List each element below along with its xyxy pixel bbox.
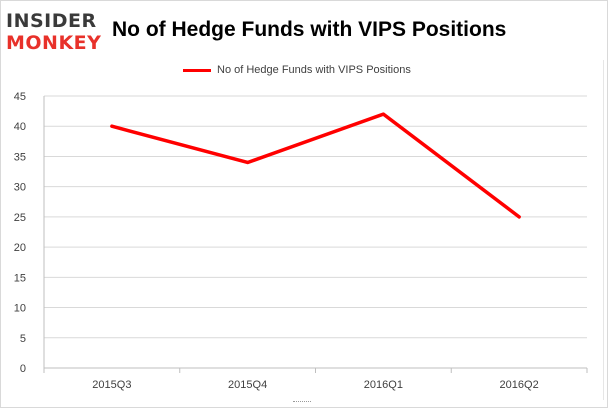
insider-monkey-logo: INSIDER MONKEY: [6, 10, 110, 58]
data-point: [246, 160, 250, 164]
x-tick-label: 2015Q3: [92, 379, 131, 391]
axes: [43, 96, 588, 373]
y-tick-label: 10: [14, 303, 26, 315]
gridlines: [44, 95, 587, 339]
y-tick-label: 25: [14, 212, 26, 224]
chart-legend: No of Hedge Funds with VIPS Positions: [183, 62, 411, 78]
data-point: [110, 124, 114, 128]
x-tick-labels: 2015Q3 2015Q4 2016Q1 2016Q2: [92, 379, 538, 391]
y-tick-label: 0: [20, 363, 26, 375]
y-tick-label: 40: [14, 121, 26, 133]
y-tick-label: 30: [14, 182, 26, 194]
chart-title: No of Hedge Funds with VIPS Positions: [112, 18, 507, 41]
series-layer: [110, 112, 521, 219]
chart-edge: [603, 60, 608, 400]
x-tick-label: 2015Q4: [228, 379, 267, 391]
y-tick-label: 20: [14, 242, 26, 254]
resize-handle[interactable]: [293, 401, 311, 406]
x-tick-label: 2016Q2: [500, 379, 539, 391]
logo-bottom-text: MONKEY: [6, 32, 102, 54]
y-tick-label: 45: [14, 91, 26, 103]
legend-label: No of Hedge Funds with VIPS Positions: [217, 64, 411, 76]
y-tick-label: 35: [14, 151, 26, 163]
data-point: [381, 112, 385, 116]
series-line: [110, 112, 521, 219]
y-tick-labels: 0 5 10 15 20 25 30 35 40 45: [14, 91, 26, 375]
y-tick-label: 15: [14, 272, 26, 284]
logo-top-text: INSIDER: [6, 10, 97, 32]
y-tick-label: 5: [20, 333, 26, 345]
legend-swatch: [183, 68, 211, 72]
data-point: [517, 215, 521, 219]
x-tick-label: 2016Q1: [364, 379, 403, 391]
